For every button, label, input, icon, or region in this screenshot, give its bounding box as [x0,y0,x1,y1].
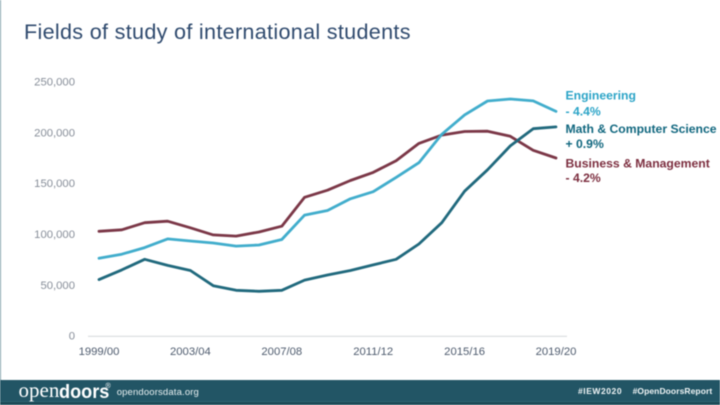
svg-text:Business & Management: Business & Management [566,157,710,171]
svg-text:2011/12: 2011/12 [353,346,393,358]
svg-text:200,000: 200,000 [34,127,75,139]
svg-text:150,000: 150,000 [34,178,75,190]
svg-text:Engineering: Engineering [566,89,636,103]
svg-text:2019/20: 2019/20 [536,346,577,358]
svg-text:50,000: 50,000 [40,280,75,292]
svg-text:1999/00: 1999/00 [79,346,120,358]
svg-text:- 4.2%: - 4.2% [566,171,601,185]
svg-text:2007/08: 2007/08 [261,346,302,358]
svg-text:250,000: 250,000 [34,77,75,89]
svg-text:2015/16: 2015/16 [444,346,485,358]
svg-text:0: 0 [69,331,75,343]
svg-text:+ 0.9%: + 0.9% [566,137,604,151]
svg-text:100,000: 100,000 [34,229,75,241]
svg-text:- 4.4%: - 4.4% [566,105,601,119]
svg-text:Math & Computer Science: Math & Computer Science [566,122,717,136]
svg-text:2003/04: 2003/04 [170,346,211,358]
